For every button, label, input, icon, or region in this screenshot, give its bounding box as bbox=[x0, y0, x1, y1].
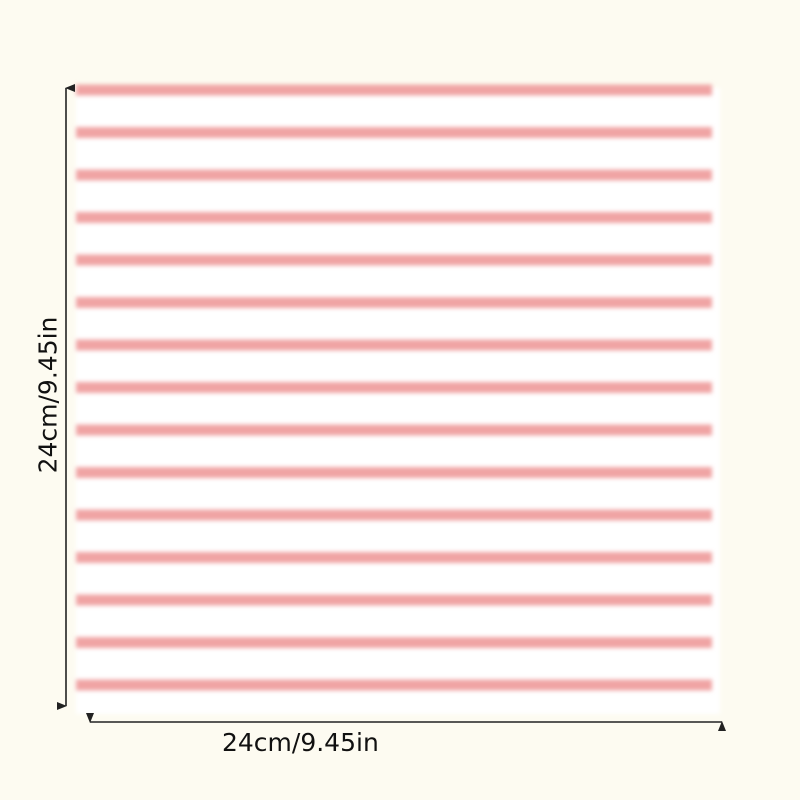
height-label: 24cm/9.45in bbox=[33, 316, 63, 474]
cloth-base bbox=[76, 88, 720, 714]
width-label: 24cm/9.45in bbox=[222, 728, 379, 757]
cloth-stripes bbox=[76, 84, 712, 691]
